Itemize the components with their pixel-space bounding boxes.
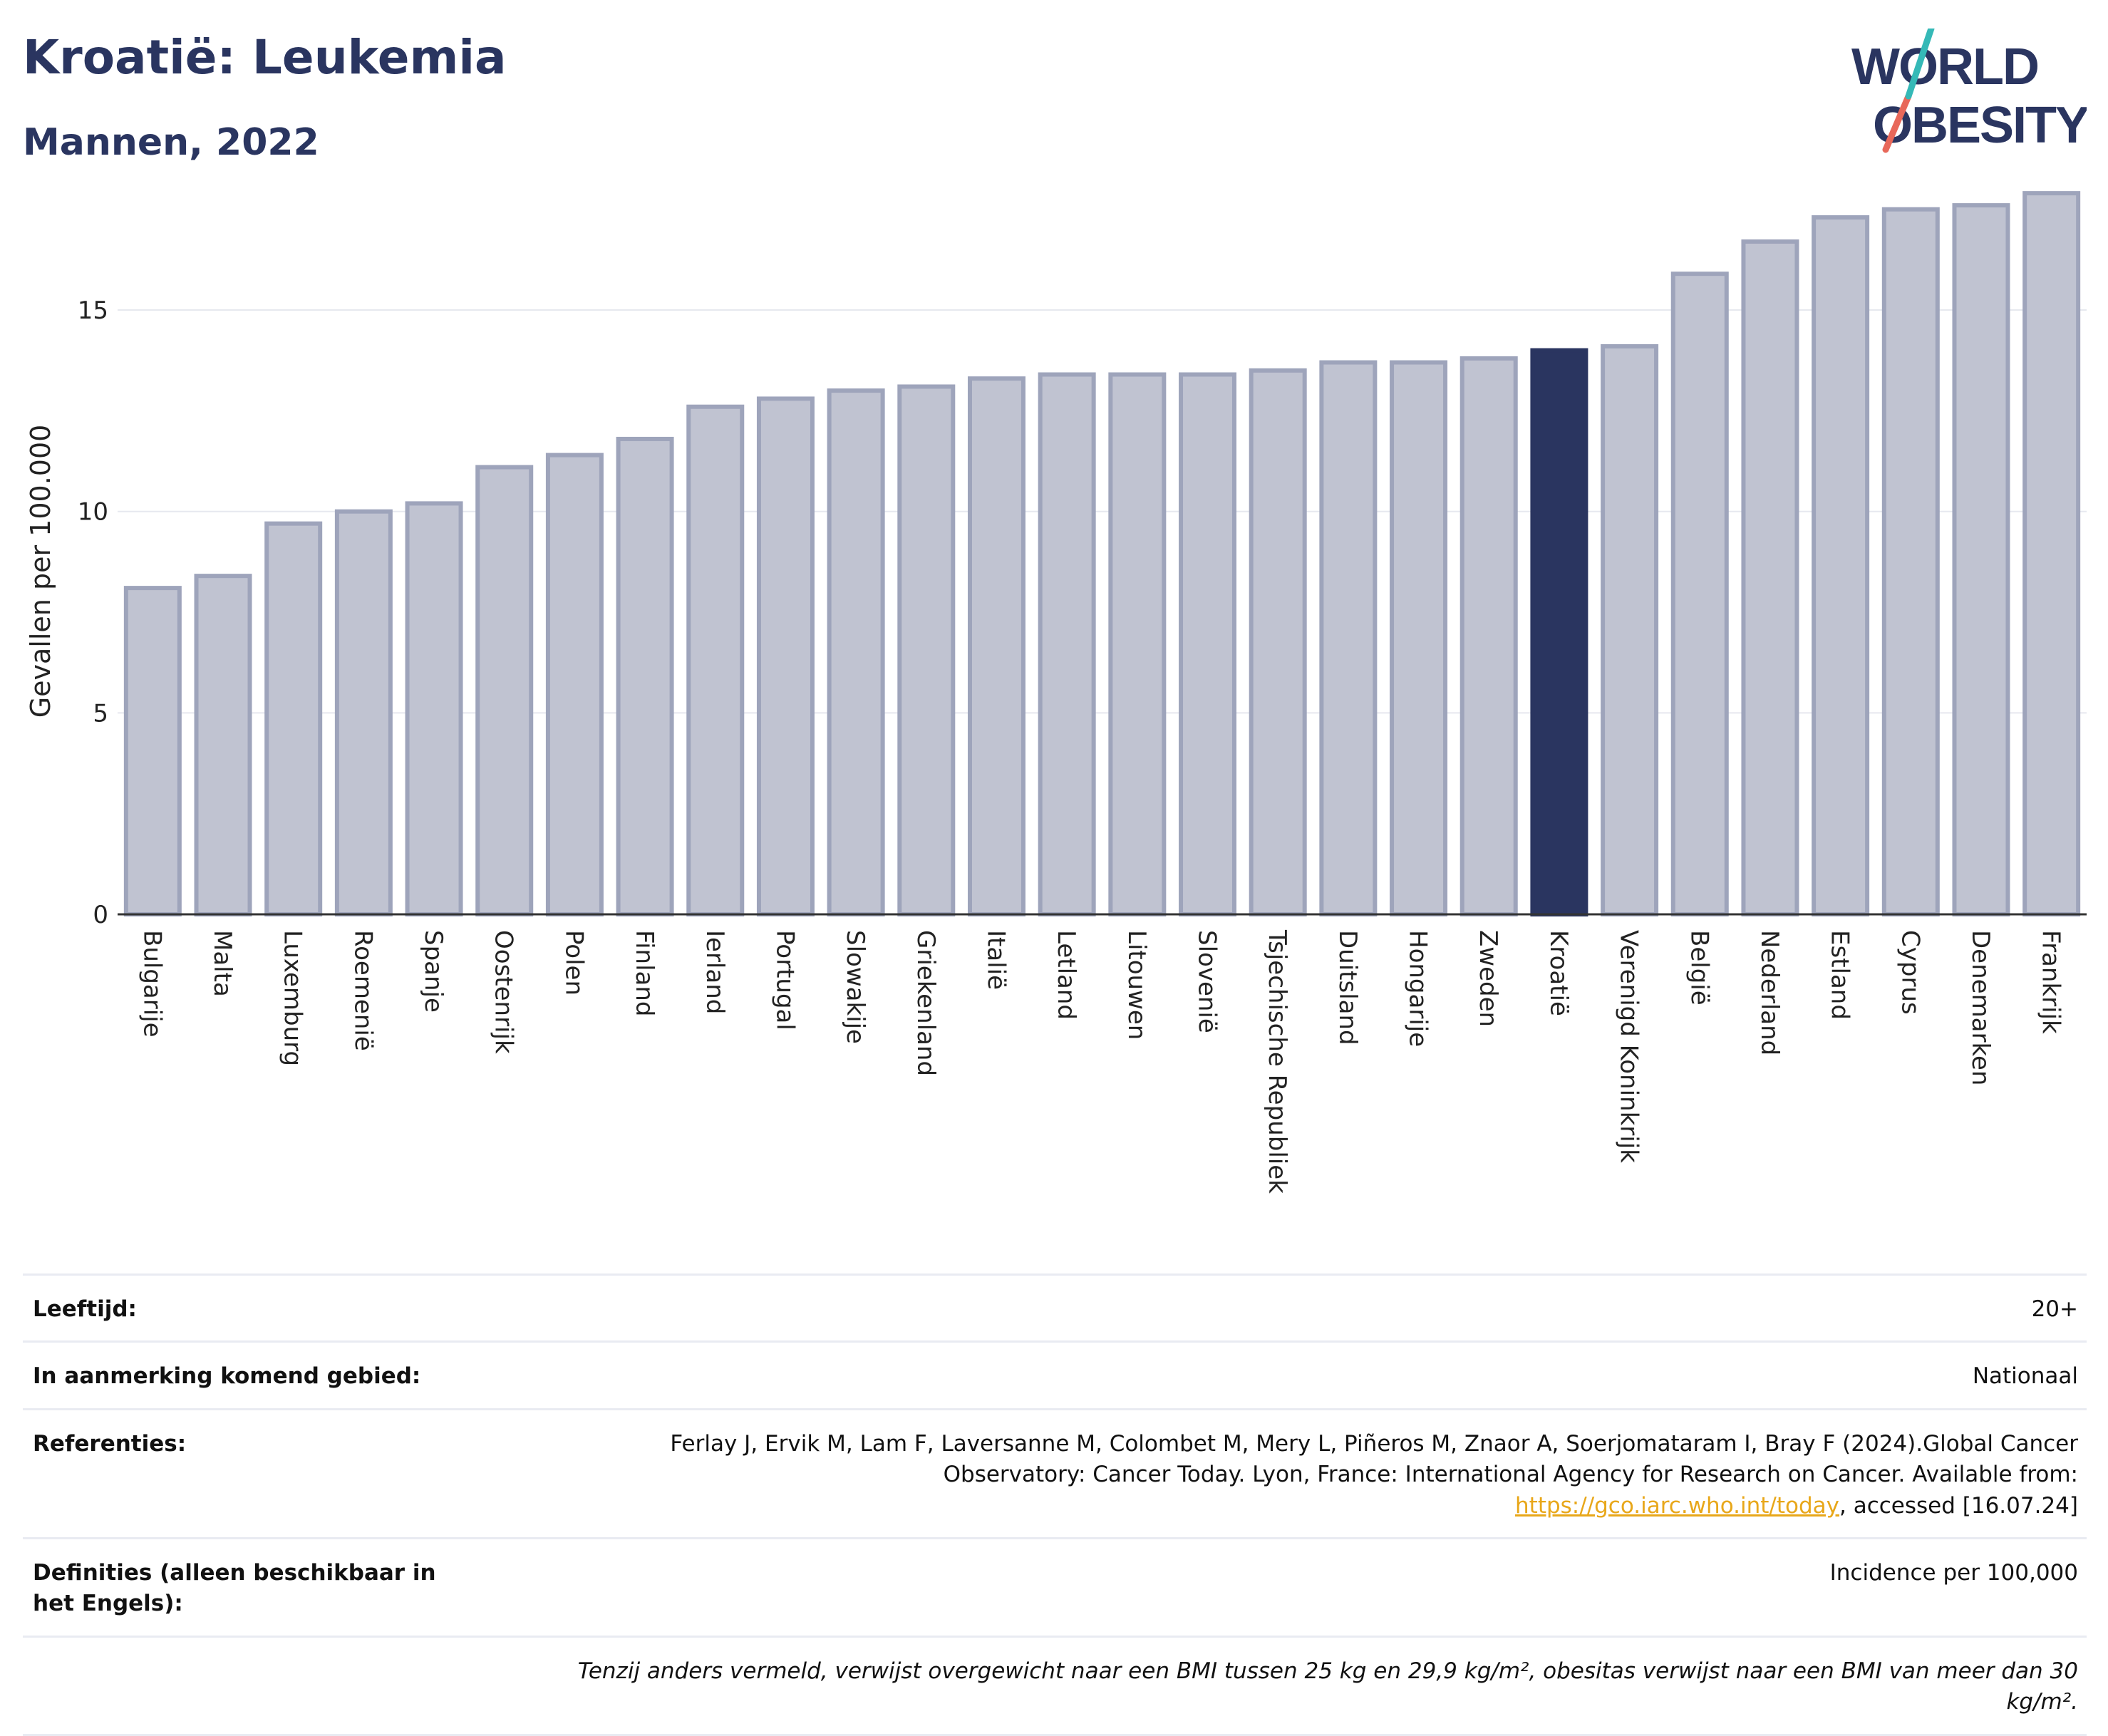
bar (264, 521, 323, 916)
bar (1390, 360, 1448, 916)
x-tick-label: Spanje (419, 930, 448, 1013)
references-label: Referenties: (33, 1430, 187, 1457)
bar (1670, 272, 1729, 916)
age-label: Leeftijd: (33, 1296, 137, 1322)
x-tick-label: Litouwen (1122, 930, 1151, 1040)
bar (1038, 372, 1096, 916)
x-tick-label: Letland (1052, 930, 1080, 1020)
bar (2022, 191, 2081, 916)
x-tick-label: België (1685, 930, 1713, 1006)
bar (545, 453, 604, 916)
bar (686, 404, 745, 916)
info-row-references: Referenties: Ferlay J, Ervik M, Lam F, L… (23, 1407, 2087, 1537)
y-tick-label: 5 (93, 699, 108, 728)
bar (897, 384, 956, 916)
definitions-label: Definities (alleen beschikbaar in het En… (33, 1559, 436, 1617)
world-obesity-logo: WORLD OBESITY (1851, 29, 2087, 153)
x-tick-label: Estland (1826, 930, 1854, 1020)
bar (1459, 356, 1518, 916)
references-link[interactable]: https://gco.iarc.who.int/today (1515, 1492, 1839, 1519)
bar (1249, 368, 1307, 916)
x-tick-label: Bulgarije (138, 930, 166, 1038)
x-tick-label: Cyprus (1896, 930, 1924, 1015)
page-title: Kroatië: Leukemia (23, 30, 507, 85)
bar (475, 465, 534, 916)
info-table: Leeftijd: 20+ In aanmerking komend gebie… (23, 1273, 2087, 1736)
x-tick-label: Verenigd Koninkrijk (1615, 930, 1643, 1163)
area-label: In aanmerking komend gebied: (33, 1363, 421, 1390)
x-tick-label: Hongarije (1404, 930, 1432, 1047)
x-tick-label: Luxemburg (279, 930, 307, 1066)
info-row-age: Leeftijd: 20+ (23, 1273, 2087, 1340)
svg-text:WORLD: WORLD (1851, 38, 2038, 95)
x-tick-label: Polen (559, 930, 588, 996)
bar (616, 436, 674, 916)
x-tick-label: Tsjechische Republiek (1263, 929, 1291, 1194)
bar (1812, 215, 1870, 916)
x-tick-label: Denemarken (1966, 930, 1995, 1085)
y-axis-label: Gevallen per 100.000 (25, 425, 56, 718)
footnote: Tenzij anders vermeld, verwijst overgewi… (577, 1658, 2078, 1715)
page-subtitle: Mannen, 2022 (23, 121, 319, 164)
bar (827, 388, 885, 916)
x-tick-label: Ierland (701, 930, 729, 1014)
x-tick-label: Nederland (1755, 930, 1784, 1055)
age-value: 20+ (2031, 1296, 2078, 1322)
bar (1741, 239, 1799, 917)
bar (194, 574, 252, 916)
bar (1952, 203, 2010, 917)
x-tick-label: Finland (630, 930, 658, 1017)
x-tick-label: Griekenland (911, 930, 940, 1076)
area-value: Nationaal (1972, 1363, 2078, 1390)
y-tick-label: 15 (78, 296, 108, 325)
bar (1319, 360, 1378, 916)
bar (1601, 343, 1659, 916)
x-tick-label: Roemenië (348, 930, 377, 1051)
info-row-note: Tenzij anders vermeld, verwijst overgewi… (23, 1635, 2087, 1736)
x-tick-label: Zweden (1474, 930, 1502, 1027)
y-tick-label: 0 (93, 901, 108, 929)
x-tick-label: Italië (981, 930, 1010, 990)
bar (334, 509, 393, 916)
bar (967, 376, 1025, 916)
bar (1881, 207, 1940, 916)
info-row-definitions: Definities (alleen beschikbaar in het En… (23, 1536, 2087, 1636)
info-row-area: In aanmerking komend gebied: Nationaal (23, 1340, 2087, 1407)
svg-text:OBESITY: OBESITY (1873, 97, 2087, 153)
references-text: Ferlay J, Ervik M, Lam F, Laversanne M, … (670, 1430, 2078, 1488)
x-tick-label: Oostenrijk (490, 930, 518, 1054)
x-tick-label: Kroatië (1544, 930, 1573, 1016)
y-tick-label: 10 (78, 498, 108, 527)
bar (1108, 372, 1167, 916)
x-tick-label: Frankrijk (2037, 930, 2065, 1034)
x-tick-label: Slovenië (1193, 930, 1221, 1033)
x-tick-label: Malta (208, 930, 237, 997)
bar (1530, 348, 1588, 916)
x-tick-label: Portugal (770, 930, 799, 1030)
bar-chart: 0 5 10 15 Gevallen per 100.000 Bulgarije Malta… (25, 191, 2087, 1194)
references-accessed: , accessed [16.07.24] (1839, 1492, 2078, 1519)
definitions-value: Incidence per 100,000 (1829, 1559, 2078, 1586)
bar (756, 396, 815, 916)
bar (405, 501, 463, 916)
x-tick-label: Duitsland (1333, 930, 1362, 1045)
references-value: Ferlay J, Ervik M, Lam F, Laversanne M, … (653, 1429, 2078, 1521)
x-tick-label: Slowakije (841, 930, 869, 1044)
bar (1179, 372, 1237, 916)
bar (123, 586, 182, 916)
